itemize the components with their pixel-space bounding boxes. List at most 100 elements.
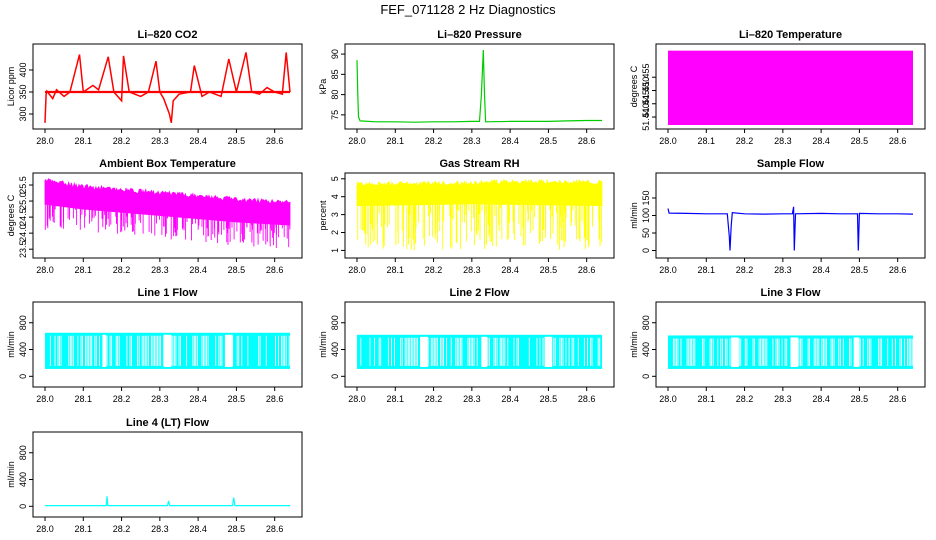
x-tick-label: 28.1	[387, 136, 405, 146]
series-gap	[420, 336, 428, 367]
plot-frame	[655, 301, 926, 388]
panel-title: Sample Flow	[757, 158, 825, 170]
x-tick-label: 28.0	[348, 265, 366, 275]
series-spikes	[44, 204, 291, 248]
panel-2: Li–820 Temperature 28.0 28.1 28.2 28.3 28.4 28…	[629, 29, 926, 146]
panel-3: Ambient Box Temperature 28.0 28.1 28.2 28.3 2…	[6, 158, 303, 275]
panel-title: Ambient Box Temperature	[99, 158, 236, 170]
x-tick-label: 28.1	[75, 394, 93, 404]
x-tick-label: 28.0	[659, 136, 677, 146]
y-axis-label: kPa	[318, 79, 328, 95]
x-tick-label: 28.4	[189, 265, 207, 275]
x-tick-label: 28.5	[851, 394, 869, 404]
series	[356, 178, 603, 251]
x-tick-label: 28.4	[812, 265, 830, 275]
panel-title: Li–820 Pressure	[437, 29, 521, 41]
x-tick-label: 28.6	[266, 136, 284, 146]
y-tick-label: 85	[330, 69, 340, 79]
series-gap	[481, 336, 488, 367]
x-tick-label: 28.2	[425, 394, 443, 404]
y-tick-label: 3	[330, 212, 340, 217]
panel-9: Line 4 (LT) Flow 28.0 28.1 28.2 28.3 28.4 28.5…	[6, 417, 303, 534]
panel-title: Li–820 Temperature	[739, 29, 842, 41]
y-tick-label: 24.0	[18, 224, 28, 242]
x-tick-label: 28.2	[736, 265, 754, 275]
panel-title: Li–820 CO2	[138, 29, 198, 41]
series-spikes	[357, 203, 603, 251]
y-tick-label: 5	[330, 176, 340, 181]
series	[45, 496, 290, 507]
plot-frame	[655, 172, 926, 259]
y-axis-label: percent	[318, 200, 328, 231]
y-tick-label: 400	[18, 472, 28, 487]
plot-frame	[32, 301, 303, 388]
x-tick-label: 28.0	[36, 394, 54, 404]
y-tick-label: 0	[641, 248, 651, 253]
x-tick-label: 28.5	[228, 394, 246, 404]
y-tick-label: 23.5	[18, 240, 28, 258]
series	[45, 332, 290, 369]
series-line	[356, 49, 602, 123]
panel-title: Gas Stream RH	[439, 158, 519, 170]
x-tick-label: 28.2	[736, 394, 754, 404]
series	[44, 178, 291, 248]
x-tick-label: 28.0	[348, 136, 366, 146]
series-fill	[356, 178, 603, 207]
y-tick-label: 0	[18, 374, 28, 379]
series	[44, 52, 291, 123]
plot-frame	[344, 43, 615, 130]
x-tick-label: 28.1	[387, 265, 405, 275]
x-tick-label: 28.1	[75, 524, 93, 534]
x-tick-label: 28.3	[463, 265, 481, 275]
x-tick-label: 28.5	[540, 265, 558, 275]
y-tick-label: 800	[330, 315, 340, 330]
x-tick-label: 28.3	[463, 394, 481, 404]
y-tick-label: 400	[641, 342, 651, 357]
x-tick-label: 28.6	[889, 265, 907, 275]
x-tick-label: 28.4	[189, 524, 207, 534]
y-axis-label: ml/min	[6, 331, 16, 358]
x-tick-label: 28.2	[113, 524, 131, 534]
x-tick-label: 28.5	[540, 394, 558, 404]
x-tick-label: 28.6	[266, 524, 284, 534]
y-tick-label: 400	[18, 62, 28, 77]
x-tick-label: 28.6	[889, 394, 907, 404]
series-line	[45, 496, 290, 507]
x-tick-label: 28.0	[659, 394, 677, 404]
x-tick-label: 28.0	[36, 524, 54, 534]
y-tick-label: 300	[18, 106, 28, 121]
x-tick-label: 28.3	[774, 136, 792, 146]
series-gap	[731, 337, 739, 367]
y-axis-label: ml/min	[318, 331, 328, 358]
y-tick-label: 25.5	[18, 176, 28, 194]
x-tick-label: 28.2	[113, 394, 131, 404]
series-line	[667, 206, 914, 251]
plot-frame	[32, 43, 303, 130]
y-axis-label: degrees C	[629, 65, 639, 107]
x-tick-label: 28.5	[851, 265, 869, 275]
plot-frame	[344, 301, 615, 388]
y-tick-label: 800	[18, 445, 28, 460]
y-tick-label: 90	[330, 49, 340, 59]
x-tick-label: 28.0	[348, 394, 366, 404]
y-tick-label: 51.450	[641, 77, 651, 105]
figure-title: FEF_071128 2 Hz Diagnostics	[380, 2, 556, 17]
y-tick-label: 25.0	[18, 192, 28, 210]
x-tick-label: 28.5	[228, 265, 246, 275]
x-tick-label: 28.5	[228, 136, 246, 146]
x-tick-label: 28.3	[151, 524, 169, 534]
x-tick-label: 28.2	[113, 265, 131, 275]
x-tick-label: 28.4	[501, 265, 519, 275]
x-tick-label: 28.6	[266, 265, 284, 275]
y-tick-label: 0	[641, 374, 651, 379]
y-tick-label: 0	[18, 504, 28, 509]
y-tick-label: 51.455	[641, 63, 651, 91]
series-gap	[163, 334, 172, 367]
x-tick-label: 28.4	[812, 394, 830, 404]
x-tick-label: 28.4	[189, 394, 207, 404]
y-tick-label: 400	[18, 342, 28, 357]
x-tick-label: 28.6	[578, 394, 596, 404]
plot-frame	[32, 172, 303, 259]
y-tick-label: 150	[641, 190, 651, 205]
